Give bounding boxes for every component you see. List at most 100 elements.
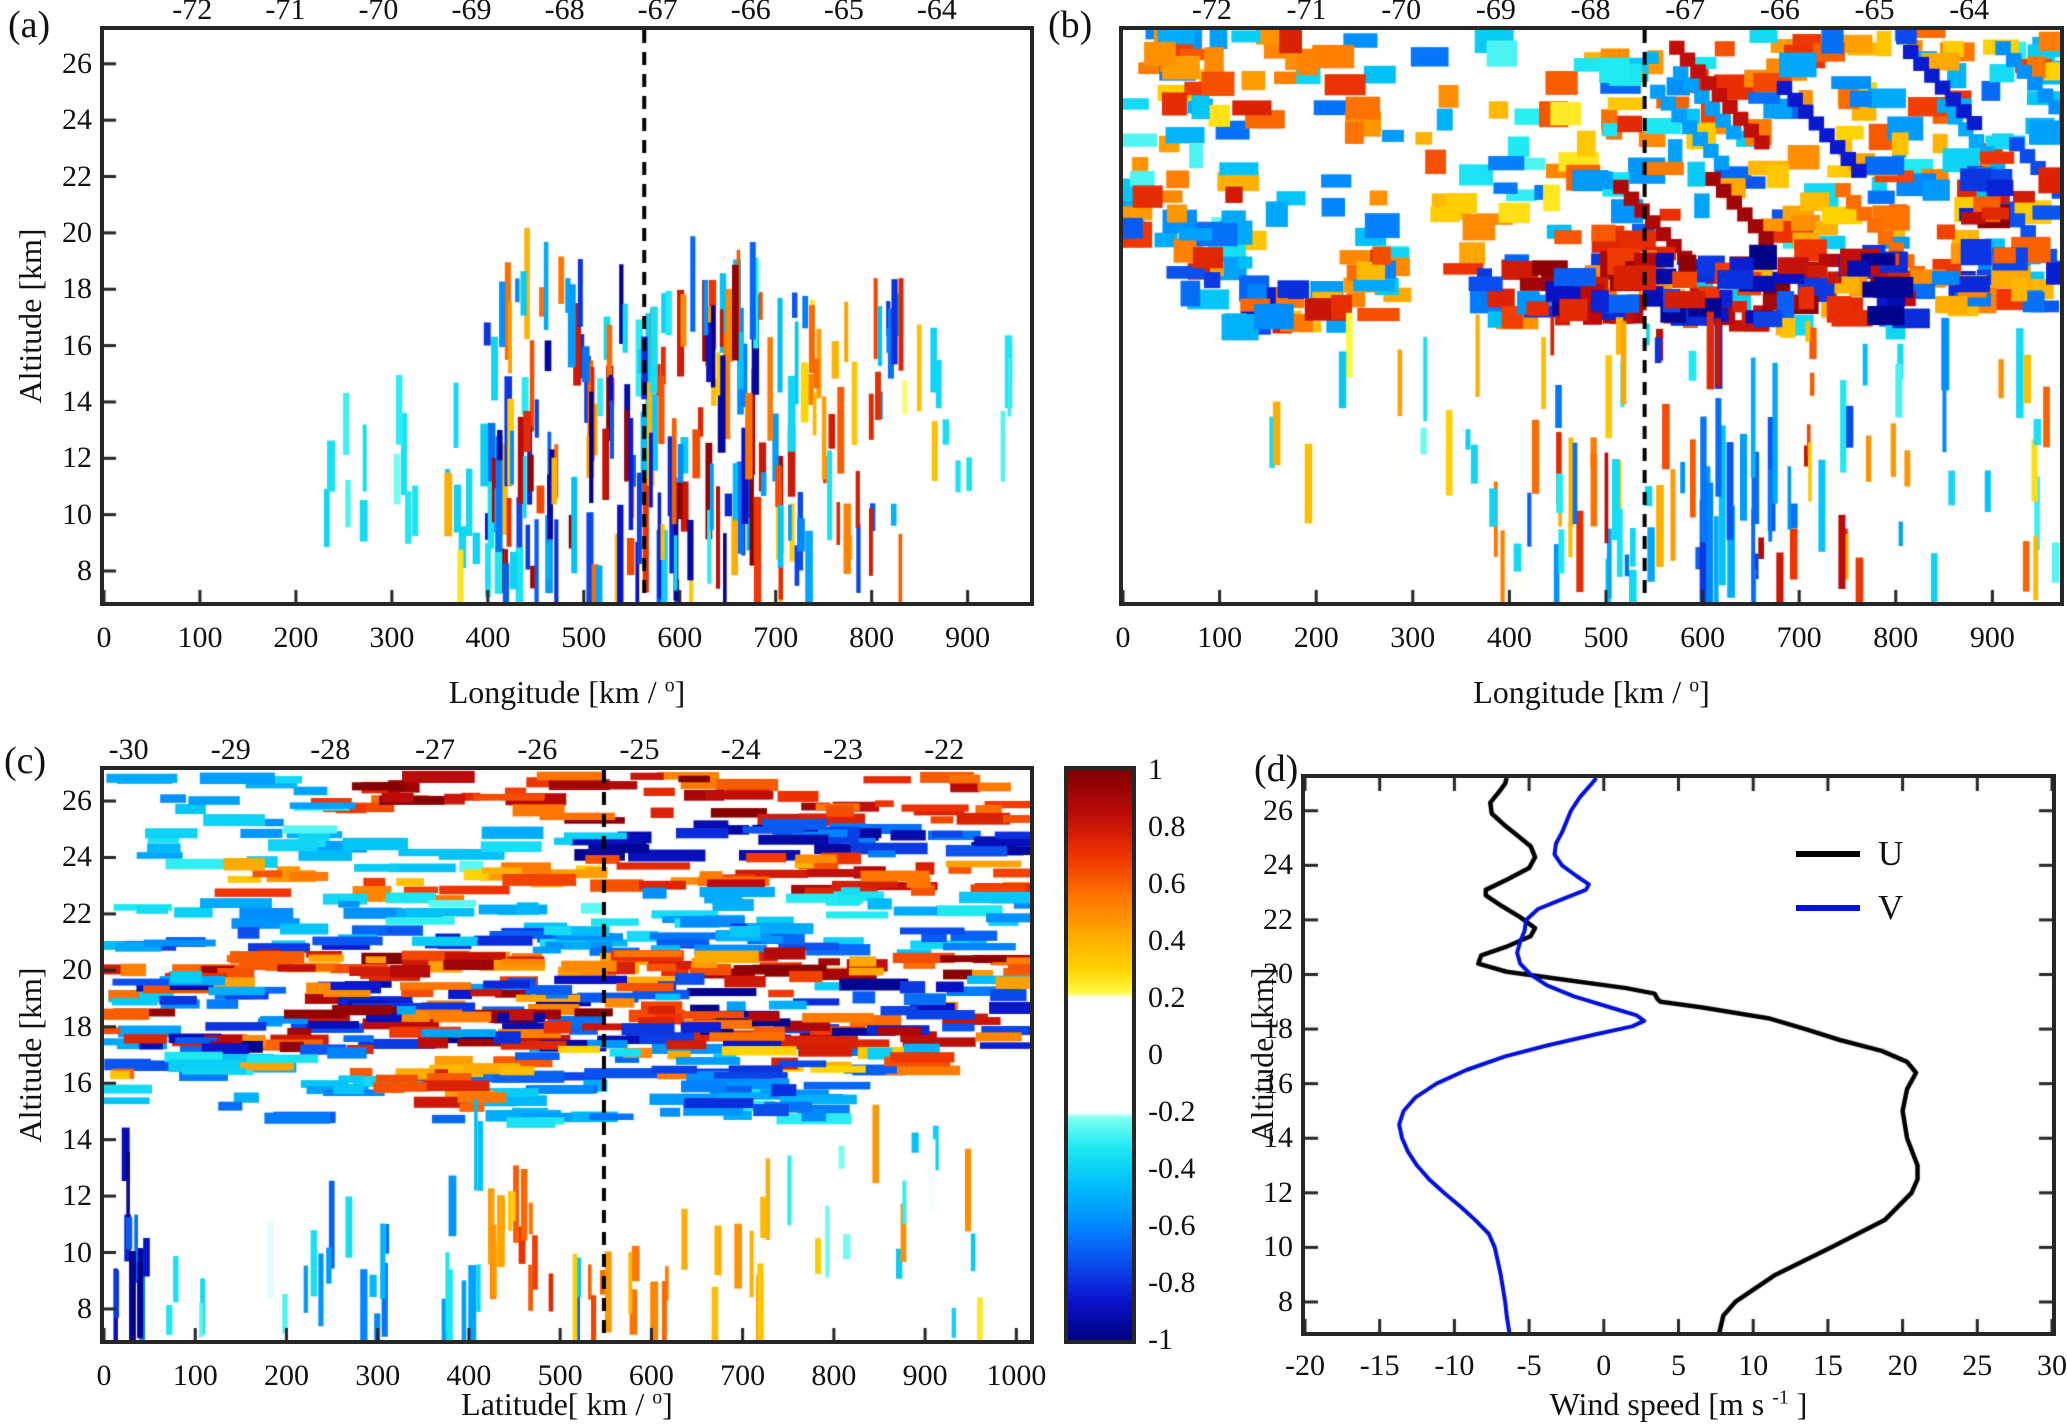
c-top-axis-tick-label: -24	[720, 733, 761, 766]
colorbar-tick-label: 0.4	[1148, 924, 1186, 957]
b-x-tick-label: 400	[1486, 621, 1532, 654]
panel-d-xlabel: Wind speed [m s -1 ]	[1550, 1386, 1808, 1420]
colorbar-tick-label: -0.8	[1148, 1266, 1196, 1299]
c-top-axis-tick-label: -27	[415, 733, 456, 766]
a-top-axis-tick-label: -66	[730, 0, 771, 26]
d-y-tick-label: 24	[1263, 848, 1293, 882]
colorbar-tick-label: -0.2	[1148, 1095, 1196, 1128]
panel-b-xlabel: Longitude [km / o]	[1473, 674, 1710, 710]
c-y-tick-label: 26	[62, 784, 92, 818]
colorbar-tick-label: 0.6	[1148, 867, 1186, 900]
a-y-tick-label: 10	[62, 497, 92, 531]
c-x-tick-label: 800	[811, 1359, 857, 1392]
a-x-tick-label: 300	[369, 621, 415, 654]
b-top-axis-tick-label: -66	[1759, 0, 1800, 26]
c-x-tick-label: 1000	[986, 1359, 1047, 1392]
colorbar-tick-label: 0	[1148, 1038, 1163, 1071]
d-y-tick-label: 20	[1263, 957, 1293, 991]
d-y-tick-label: 14	[1263, 1121, 1293, 1155]
a-x-tick-label: 0	[96, 621, 112, 654]
d-x-tick-label: -5	[1516, 1349, 1542, 1382]
c-y-tick-label: 14	[62, 1122, 92, 1156]
c-y-tick-label: 8	[77, 1291, 92, 1325]
a-top-axis-tick-label: -69	[451, 0, 492, 26]
panel-c-xlabel-suffix: ]	[662, 1386, 673, 1422]
panel-a-xlabel-suffix: ]	[674, 674, 686, 710]
colorbar-tick-label: -0.6	[1148, 1209, 1196, 1242]
c-x-tick-label: 0	[96, 1359, 112, 1392]
panel-c-letter: (c)	[4, 740, 47, 782]
a-top-axis-tick-label: -71	[265, 0, 306, 26]
colorbar	[1064, 766, 1136, 1344]
b-top-axis-tick-label: -70	[1381, 0, 1422, 26]
a-top-axis-tick-label: -72	[172, 0, 213, 26]
c-top-axis-tick-label: -25	[619, 733, 660, 766]
a-x-tick-label: 900	[945, 621, 991, 654]
panel-d-line-canvas	[1305, 778, 2052, 1332]
panel-a-xlabel: Longitude [km / o]	[448, 674, 686, 710]
d-x-tick-label: -15	[1359, 1349, 1400, 1382]
panel-b-plot-area	[1119, 26, 2064, 606]
a-y-tick-label: 26	[62, 46, 92, 80]
legend-label-v: V	[1878, 888, 1904, 927]
d-y-tick-label: 26	[1263, 793, 1293, 827]
panel-a-heatmap-canvas	[104, 30, 1030, 602]
panel-d-ylabel: Altitude [km]	[1244, 967, 1280, 1143]
c-y-tick-label: 16	[62, 1066, 92, 1100]
panel-a-plot-area	[100, 26, 1034, 606]
a-y-tick-label: 16	[62, 328, 92, 362]
panel-b-heatmap-canvas	[1123, 30, 2060, 602]
panel-a-letter: (a)	[8, 4, 51, 46]
a-x-tick-label: 100	[177, 621, 223, 654]
c-x-tick-label: 300	[355, 1359, 401, 1392]
b-x-tick-label: 100	[1197, 621, 1243, 654]
d-x-tick-label: 20	[1887, 1349, 1918, 1382]
panel-a-xlabel-text: Longitude [km /	[448, 674, 665, 710]
a-top-axis-tick-label: -70	[358, 0, 399, 26]
panel-c-plot-area	[100, 766, 1034, 1344]
d-y-tick-label: 16	[1263, 1066, 1293, 1100]
panel-b-xlabel-suffix: ]	[1699, 674, 1710, 710]
legend-line-u-swatch	[1796, 850, 1860, 857]
d-x-tick-label: -20	[1285, 1349, 1325, 1382]
panel-c-xlabel: Latitude[ km / o]	[461, 1386, 673, 1422]
b-top-axis-tick-label: -65	[1854, 0, 1895, 26]
legend-label-u: U	[1878, 834, 1904, 873]
c-top-axis-tick-label: -29	[210, 733, 251, 766]
c-x-tick-label: 900	[902, 1359, 948, 1392]
c-top-axis-tick-label: -28	[310, 733, 351, 766]
d-y-tick-label: 18	[1263, 1012, 1293, 1046]
a-top-axis-tick-label: -68	[544, 0, 585, 26]
c-x-tick-label: 200	[263, 1359, 309, 1392]
d-x-tick-label: 0	[1596, 1349, 1612, 1382]
c-y-tick-label: 10	[62, 1235, 92, 1269]
panel-d-xlabel-sup: -1	[1772, 1386, 1789, 1409]
legend-item-v: V	[1796, 890, 1903, 925]
c-y-tick-label: 22	[62, 896, 92, 930]
a-x-tick-label: 800	[849, 621, 895, 654]
panel-b-xlabel-sup: o	[1689, 674, 1700, 697]
c-y-tick-label: 20	[62, 953, 92, 987]
b-top-axis-tick-label: -69	[1475, 0, 1516, 26]
a-y-tick-label: 14	[62, 384, 92, 418]
panel-c-heatmap-canvas	[104, 770, 1030, 1340]
d-y-tick-label: 10	[1263, 1230, 1293, 1264]
a-y-tick-label: 22	[62, 159, 92, 193]
c-top-axis-tick-label: -30	[108, 733, 149, 766]
a-x-tick-label: 500	[561, 621, 607, 654]
a-top-axis-tick-label: -67	[637, 0, 678, 26]
panel-c-ylabel: Altitude [km]	[12, 967, 48, 1143]
c-top-axis-tick-label: -26	[517, 733, 558, 766]
colorbar-gradient	[1068, 770, 1132, 1340]
b-top-axis-tick-label: -64	[1949, 0, 1990, 26]
b-x-tick-label: 500	[1583, 621, 1629, 654]
c-x-tick-label: 700	[720, 1359, 766, 1392]
b-x-tick-label: 900	[1969, 621, 2015, 654]
b-top-axis-tick-label: -72	[1191, 0, 1232, 26]
a-top-axis-tick-label: -65	[823, 0, 864, 26]
c-y-tick-label: 24	[62, 840, 92, 874]
panel-d-letter: (d)	[1254, 748, 1299, 790]
c-x-tick-label: 100	[172, 1359, 218, 1392]
b-x-tick-label: 0	[1115, 621, 1131, 654]
